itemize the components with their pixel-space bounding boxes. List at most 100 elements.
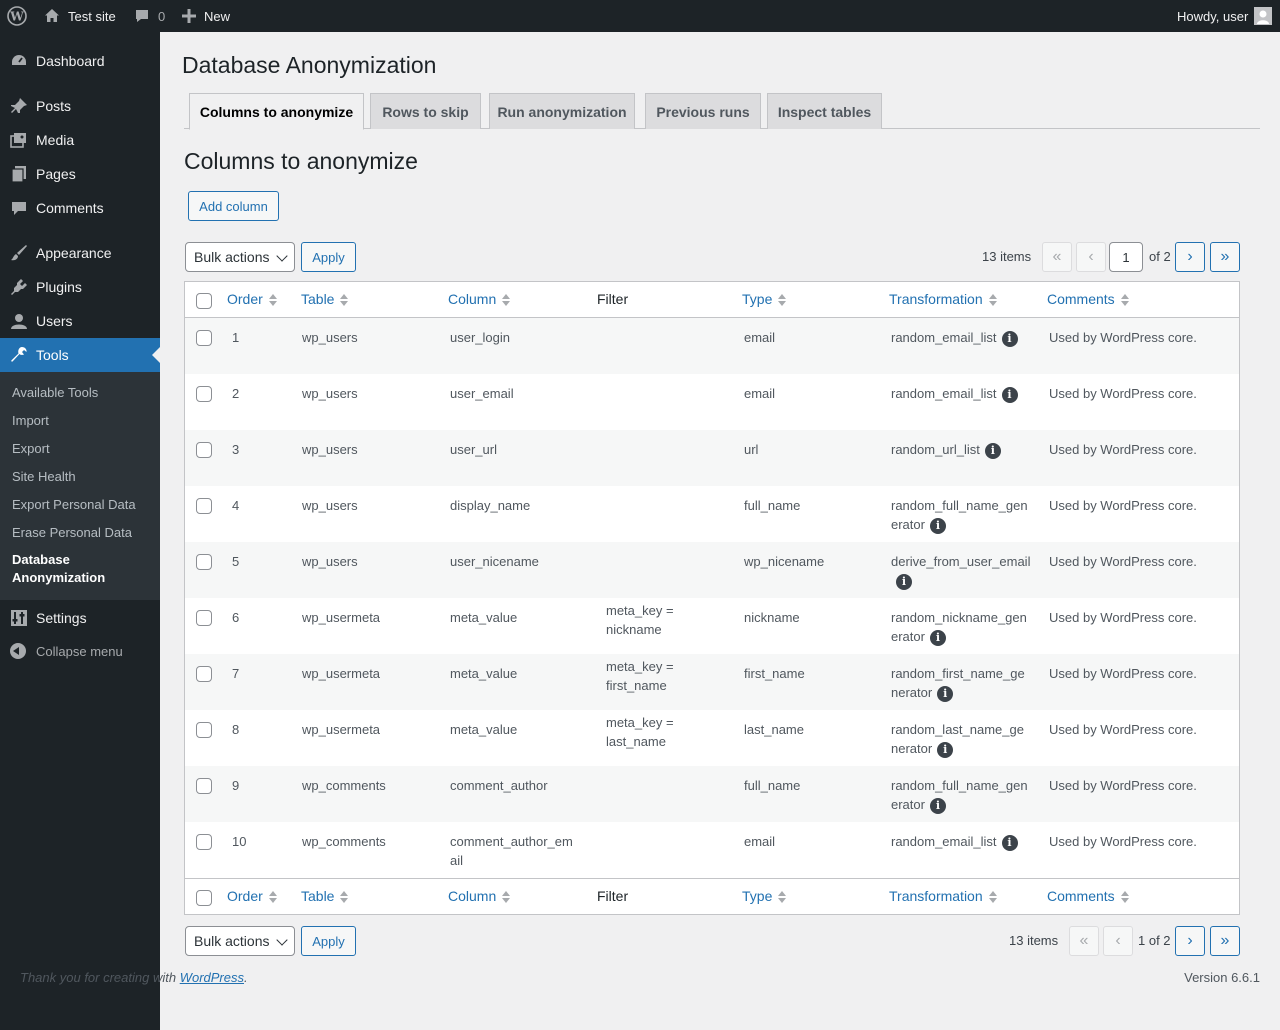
sidebar-item-media[interactable]: Media [0,123,160,157]
column-header-comments[interactable]: Comments [1047,291,1129,307]
first-page-button-top[interactable]: « [1042,242,1072,272]
apply-button-top[interactable]: Apply [301,242,356,272]
tab-inspect-tables[interactable]: Inspect tables [767,93,882,129]
tab-previous-runs[interactable]: Previous runs [645,93,761,129]
submenu-item-database-anonymization[interactable]: Database Anonymization [12,552,106,585]
info-icon[interactable]: i [1001,330,1018,347]
tab-run-anonymization[interactable]: Run anonymization [489,93,635,129]
bulk-actions-select-bottom[interactable]: Bulk actions [185,926,295,956]
column-footer-table[interactable]: Table [301,888,349,904]
howdy-text: Howdy, user [1177,8,1249,24]
sidebar-item-plugins[interactable]: Plugins [0,270,160,304]
sidebar-item-users[interactable]: Users [0,304,160,338]
next-page-button-top[interactable]: › [1175,242,1205,272]
table-value: wp_users [302,330,358,345]
row-checkbox[interactable] [196,386,212,402]
info-icon[interactable]: i [1001,834,1018,851]
info-icon[interactable]: i [937,685,954,702]
row-checkbox[interactable] [196,610,212,626]
wordpress-link[interactable]: WordPress [179,970,244,985]
transformation-value: random_email_list [891,330,997,345]
sidebar-item-posts[interactable]: Posts [0,89,160,123]
my-account-link[interactable]: Howdy, user [1177,0,1273,32]
cell-column: meta_value [450,720,580,739]
collapse-menu-button[interactable]: Collapse menu [0,634,160,668]
info-icon[interactable]: i [937,741,954,758]
wordpress-logo-icon[interactable]: W [7,0,27,32]
bulk-actions-select-top[interactable]: Bulk actions [185,242,295,272]
submenu-item-export[interactable]: Export [12,441,50,456]
sort-icon [778,293,787,307]
row-checkbox[interactable] [196,778,212,794]
order-value: 2 [232,386,240,401]
tab-columns-to-anonymize[interactable]: Columns to anonymize [189,93,364,130]
cell-order: 10 [232,832,246,851]
add-column-button[interactable]: Add column [188,191,279,221]
row-checkbox[interactable] [196,498,212,514]
dashboard-icon [9,51,29,71]
column-footer-column[interactable]: Column [448,888,511,904]
row-checkbox[interactable] [196,666,212,682]
row-checkbox[interactable] [196,834,212,850]
row-checkbox[interactable] [196,330,212,346]
row-checkbox[interactable] [196,442,212,458]
sidebar-item-dashboard[interactable]: Dashboard [0,44,160,78]
cell-table: wp_users [302,328,358,347]
column-header-transformation[interactable]: Transformation [889,291,997,307]
info-icon[interactable]: i [929,797,946,814]
info-icon[interactable]: i [929,517,946,534]
new-content-link[interactable]: New [182,0,230,32]
cell-transformation: random_url_list i [891,440,1031,459]
sidebar-item-pages[interactable]: Pages [0,157,160,191]
column-header-column[interactable]: Column [448,291,511,307]
order-value: 4 [232,498,240,513]
column-header-table[interactable]: Table [301,291,349,307]
row-checkbox[interactable] [196,722,212,738]
main-content: Database Anonymization Columns to anonym… [160,32,1280,1030]
cell-type: full_name [744,496,800,515]
column-footer-order[interactable]: Order [227,888,277,904]
first-page-button-bottom[interactable]: « [1069,926,1099,956]
sidebar-item-tools[interactable]: Tools [0,338,160,372]
select-all-checkbox-bottom[interactable] [196,890,212,906]
table-row: 9 wp_comments comment_author full_name rando… [185,766,1239,822]
submenu-item-available-tools[interactable]: Available Tools [12,385,99,400]
submenu-item-export-personal-data[interactable]: Export Personal Data [12,497,136,512]
column-value: meta_value [450,722,518,737]
next-page-button-bottom[interactable]: › [1175,926,1205,956]
sidebar-item-appearance[interactable]: Appearance [0,236,160,270]
current-page-input[interactable]: 1 [1109,242,1143,272]
column-footer-transformation[interactable]: Transformation [889,888,997,904]
prev-page-button-bottom[interactable]: ‹ [1103,926,1133,956]
comments-value: Used by WordPress core. [1049,722,1197,737]
info-icon[interactable]: i [1001,386,1018,403]
column-footer-type[interactable]: Type [742,888,787,904]
select-all-checkbox[interactable] [196,293,212,309]
submenu-item-site-health[interactable]: Site Health [12,469,76,484]
row-checkbox[interactable] [196,554,212,570]
prev-page-button-top[interactable]: ‹ [1076,242,1106,272]
info-icon[interactable]: i [896,573,912,590]
submenu-item-erase-personal-data[interactable]: Erase Personal Data [12,525,132,540]
items-count-top: 13 items [982,249,1032,264]
last-page-button-top[interactable]: » [1210,242,1240,272]
column-header-type[interactable]: Type [742,291,787,307]
submenu-item-import[interactable]: Import [12,413,49,428]
last-page-button-bottom[interactable]: » [1210,926,1240,956]
site-name-link[interactable]: Test site [44,0,116,32]
sidebar-item-settings[interactable]: Settings [0,601,160,635]
sidebar-item-comments[interactable]: Comments [0,191,160,225]
type-value: full_name [744,498,801,513]
info-icon[interactable]: i [929,629,946,646]
column-footer-comments[interactable]: Comments [1047,888,1129,904]
footer-version: Version 6.6.1 [1184,970,1260,985]
cell-order: 2 [232,384,239,403]
apply-button-bottom[interactable]: Apply [301,926,356,956]
column-header-order[interactable]: Order [227,291,277,307]
user-icon [9,311,29,331]
transformation-value: random_email_list [891,386,997,401]
comments-link[interactable]: 0 [134,0,165,32]
info-icon[interactable]: i [984,442,1001,459]
filter-value: meta_key = last_name [606,715,674,749]
tab-rows-to-skip[interactable]: Rows to skip [370,93,481,129]
